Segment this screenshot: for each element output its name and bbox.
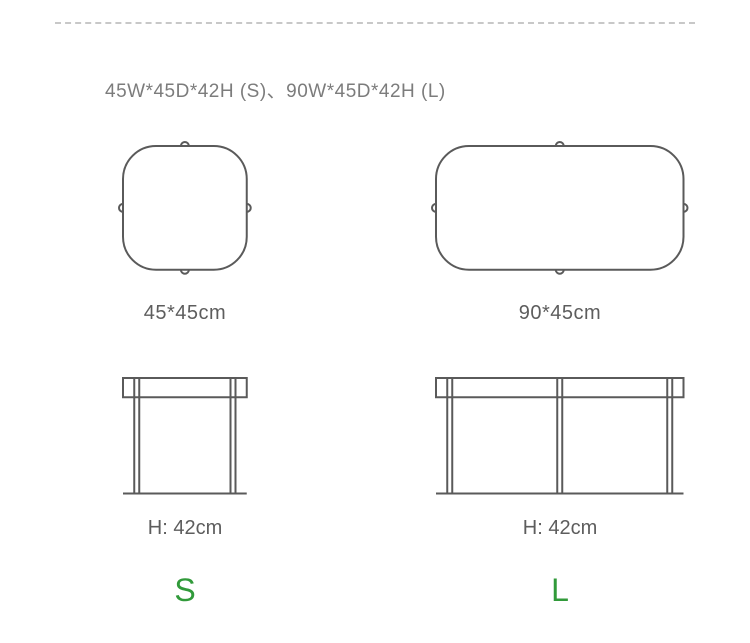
column-s: 45*45cm H: 42cm S [0, 128, 370, 609]
top-dim-label-s: 45*45cm [144, 302, 226, 325]
spec-summary-text: 45W*45D*42H (S)、90W*45D*42H (L) [105, 76, 446, 103]
section-divider [55, 22, 695, 24]
top-view-s [115, 128, 255, 288]
side-view-s [121, 365, 249, 495]
top-dim-label-l: 90*45cm [519, 302, 601, 325]
height-label-l: H: 42cm [523, 517, 597, 540]
size-letter-s: S [174, 572, 195, 609]
size-letter-l: L [551, 572, 569, 609]
top-view-l [428, 128, 692, 288]
column-l: 90*45cm H: 42cm L [370, 128, 750, 609]
height-label-s: H: 42cm [148, 517, 222, 540]
side-view-l [434, 365, 686, 495]
